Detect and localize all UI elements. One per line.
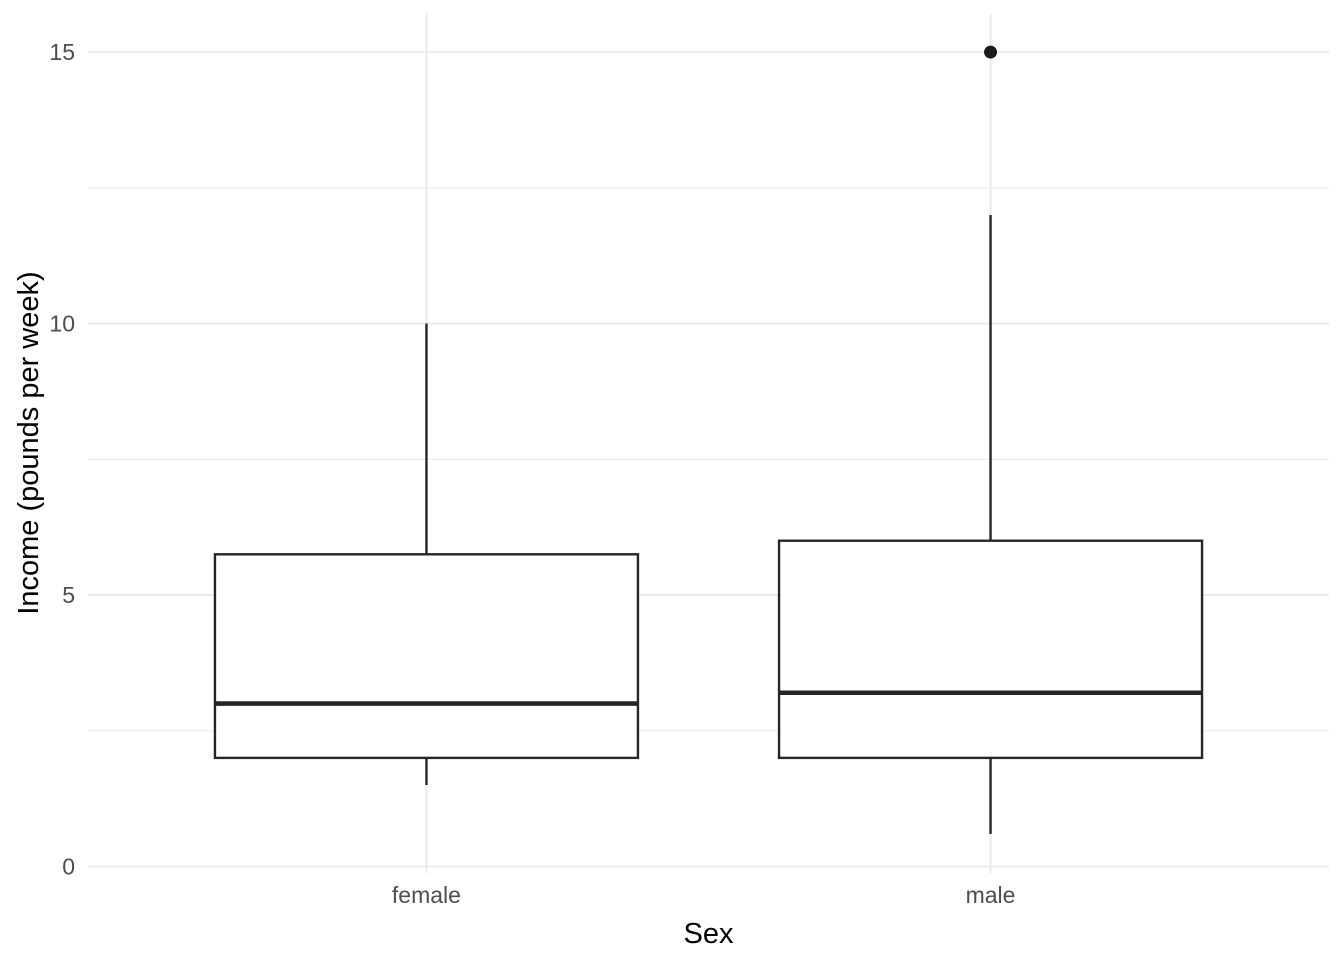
boxplot-female [213,323,640,786]
y-tick-label-15: 15 [49,39,75,65]
y-axis-title: Income (pounds per week) [13,271,45,614]
iqr-box [213,553,640,760]
x-tick-label-female: female [392,882,461,908]
outlier-point [984,45,998,59]
y-tick-label-0: 0 [62,854,75,880]
x-tick-label-male: male [966,882,1016,908]
y-tick-labels: 0 5 10 15 [49,39,75,879]
x-tick-labels: female male [392,882,1016,908]
iqr-box [777,539,1204,760]
y-tick-label-5: 5 [62,582,75,608]
x-axis-title: Sex [684,918,734,950]
boxplot-male [777,45,1204,834]
y-tick-label-10: 10 [49,311,75,337]
